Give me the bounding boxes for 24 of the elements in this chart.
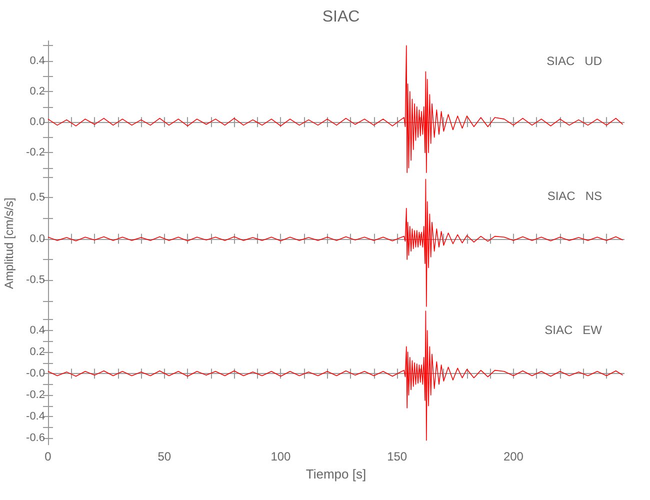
x-axis-title: Tiempo [s] xyxy=(306,466,366,482)
y-tick-label: -0.2 xyxy=(26,146,45,159)
y-tick-label: 0.2 xyxy=(30,346,45,358)
x-tick-label: 0 xyxy=(44,450,52,464)
y-tick-label: -0.6 xyxy=(26,432,45,445)
x-tick-label: 150 xyxy=(387,450,408,464)
y-tick-label: 0.5 xyxy=(30,191,45,204)
annotation: SIAC EW xyxy=(544,323,603,338)
y-tick-label: -0.5 xyxy=(26,274,45,286)
x-tick-label: 50 xyxy=(158,450,172,464)
annotation: SIAC NS xyxy=(547,188,602,203)
y-tick-label: -0.0 xyxy=(26,368,45,380)
y-tick-label: 0.4 xyxy=(30,324,45,337)
y-tick-label: 0.2 xyxy=(30,86,45,98)
annotation: SIAC UD xyxy=(546,54,602,68)
y-axis-title: Amplitud [cm/s/s] xyxy=(2,197,16,289)
y-tick-label: -0.4 xyxy=(26,410,45,423)
x-tick-label: 200 xyxy=(503,450,524,464)
y-tick-label: 0.0 xyxy=(30,232,45,244)
y-tick-label: 0.0 xyxy=(30,116,45,128)
x-tick-label: 100 xyxy=(270,450,292,464)
y-tick-label: -0.2 xyxy=(26,389,45,402)
chart-title: SIAC xyxy=(322,8,360,26)
y-tick-label: 0.4 xyxy=(30,54,45,67)
